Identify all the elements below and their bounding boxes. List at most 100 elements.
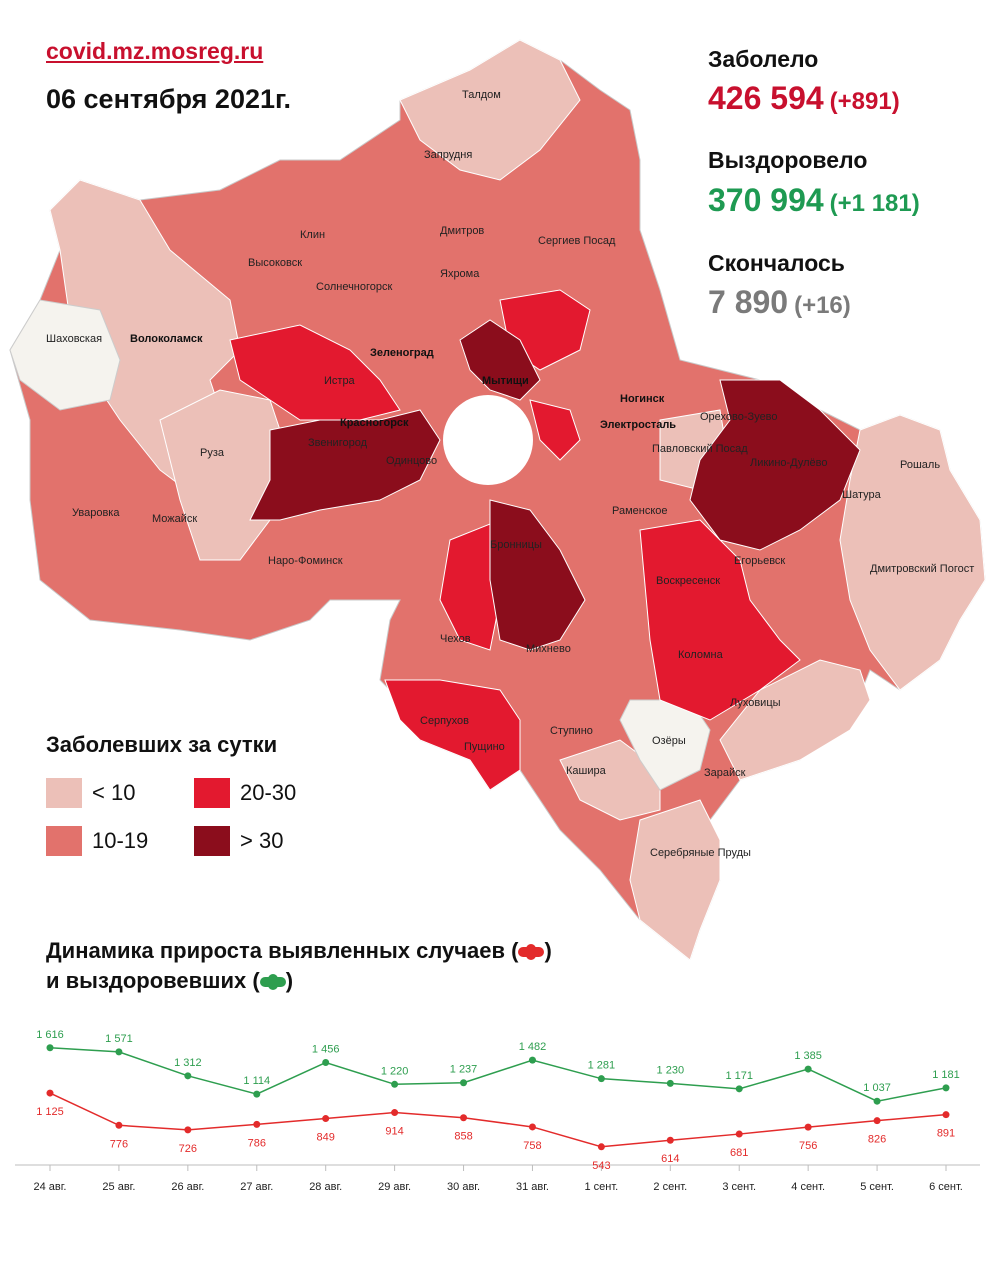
place-label: Красногорск xyxy=(340,417,409,429)
dynamics-line-chart: 24 авг. 25 авг. 26 авг. 27 авг. 28 авг. 29 ав… xyxy=(15,1029,980,1193)
zone-gt30-mytishchi xyxy=(459,319,541,401)
place-label: Серебряные Пруды xyxy=(650,847,751,859)
data-point xyxy=(253,1090,261,1098)
series-line-0 xyxy=(49,1047,947,1102)
x-tick-label: 2 сент. xyxy=(653,1181,687,1193)
data-label: 891 xyxy=(937,1128,955,1140)
legend-label-gt30: > 30 xyxy=(240,828,284,853)
data-label: 726 xyxy=(179,1143,197,1155)
x-tick-label: 29 авг. xyxy=(378,1181,411,1193)
place-label: Ликино-Дулёво xyxy=(750,457,828,469)
data-point xyxy=(322,1059,330,1067)
place-label: Бронницы xyxy=(490,539,542,551)
data-point xyxy=(735,1130,743,1138)
place-label: Клин xyxy=(300,229,325,241)
data-label: 776 xyxy=(110,1138,128,1150)
green-series-marker-icon xyxy=(259,974,286,991)
recovered-label: Выздоровело xyxy=(708,147,868,173)
data-point xyxy=(666,1079,674,1087)
place-label: Ногинск xyxy=(620,393,665,405)
data-point xyxy=(873,1097,881,1105)
place-label: Дмитров xyxy=(440,225,484,237)
site-link[interactable]: covid.mz.mosreg.ru xyxy=(46,38,264,64)
zone-lt10-kashira xyxy=(559,739,661,821)
place-label: Шатура xyxy=(842,489,882,501)
data-point xyxy=(804,1123,812,1131)
data-point xyxy=(804,1065,812,1073)
data-label: 849 xyxy=(317,1132,335,1144)
moscow-city-gap xyxy=(443,395,533,485)
deaths-stat: 7 890 (+16) xyxy=(708,284,851,321)
legend-swatch-20-30 xyxy=(194,778,230,808)
series-line-1 xyxy=(49,1092,947,1148)
red-series-marker-icon xyxy=(518,944,545,961)
data-point xyxy=(46,1044,54,1052)
place-label: Сергиев Посад xyxy=(538,235,616,247)
place-label: Солнечногорск xyxy=(316,281,392,293)
legend-swatch-lt10 xyxy=(46,778,82,808)
legend-label-10-19: 10-19 xyxy=(92,828,149,853)
deaths-label: Скончалось xyxy=(708,250,845,276)
recovered-delta: (+1 181) xyxy=(829,190,920,217)
data-label: 1 312 xyxy=(174,1057,202,1069)
infected-label: Заболело xyxy=(708,46,819,72)
place-label: Руза xyxy=(200,447,225,459)
x-tick-label: 30 авг. xyxy=(447,1181,480,1193)
data-point xyxy=(942,1084,950,1092)
data-label: 1 230 xyxy=(657,1064,685,1076)
data-label: 1 616 xyxy=(36,1029,64,1041)
legend-label-20-30: 20-30 xyxy=(240,780,297,805)
data-point xyxy=(46,1089,54,1097)
dynamics-title-line2-close: ) xyxy=(285,968,294,993)
data-point xyxy=(942,1111,950,1119)
dynamics-title-line1-close: ) xyxy=(544,938,552,963)
map-place-labels: Талдом Запрудня Клин Дмитров Сергиев Пос… xyxy=(46,89,974,859)
data-label: 1 281 xyxy=(588,1060,616,1072)
data-point xyxy=(391,1080,399,1088)
place-label: Чехов xyxy=(440,633,471,645)
place-label: Коломна xyxy=(678,649,724,661)
zone-2030-balashikha xyxy=(529,399,581,461)
place-label: Воскресенск xyxy=(656,575,720,587)
deaths-value: 7 890 xyxy=(708,284,789,320)
place-label: Уваровка xyxy=(72,507,120,519)
data-label: 826 xyxy=(868,1134,886,1146)
deaths-delta: (+16) xyxy=(794,292,851,319)
data-label: 1 114 xyxy=(243,1075,270,1087)
place-label: Электросталь xyxy=(600,419,676,431)
legend-title: Заболевших за сутки xyxy=(46,732,278,757)
data-label: 1 237 xyxy=(450,1064,478,1076)
place-label: Запрудня xyxy=(424,149,472,161)
data-label: 681 xyxy=(730,1147,748,1159)
data-label: 1 181 xyxy=(932,1069,960,1081)
place-label: Мытищи xyxy=(482,375,529,387)
x-tick-label: 5 сент. xyxy=(860,1181,894,1193)
data-point xyxy=(184,1126,192,1134)
x-tick-label: 24 авг. xyxy=(34,1181,67,1193)
data-label: 1 482 xyxy=(519,1041,547,1053)
zone-2030-kolomna xyxy=(639,519,801,721)
x-tick-label: 26 авг. xyxy=(171,1181,204,1193)
x-tick-label: 25 авг. xyxy=(102,1181,135,1193)
place-label: Яхрома xyxy=(440,268,480,280)
data-label: 1 125 xyxy=(36,1106,64,1118)
legend-label-lt10: < 10 xyxy=(92,780,136,805)
zone-2030-istra xyxy=(229,324,401,421)
data-point xyxy=(597,1075,605,1083)
place-label: Наро-Фоминск xyxy=(268,555,343,567)
place-label: Зарайск xyxy=(704,767,746,779)
dynamics-title: Динамика прироста выявленных случаев () … xyxy=(46,936,552,996)
legend-swatch-10-19 xyxy=(46,826,82,856)
legend-swatch-gt30 xyxy=(194,826,230,856)
place-label: Кашира xyxy=(566,765,607,777)
place-label: Орехово-Зуево xyxy=(700,411,778,423)
place-label: Павловский Посад xyxy=(652,443,748,455)
place-label: Дмитровский Погост xyxy=(870,563,974,575)
place-label: Шаховская xyxy=(46,333,102,345)
data-label: 1 220 xyxy=(381,1065,409,1077)
place-label: Ступино xyxy=(550,725,593,737)
zone-lt10-south xyxy=(629,799,721,960)
report-date: 06 сентября 2021г. xyxy=(46,84,292,114)
infected-value: 426 594 xyxy=(708,80,824,116)
place-label: Луховицы xyxy=(730,697,781,709)
